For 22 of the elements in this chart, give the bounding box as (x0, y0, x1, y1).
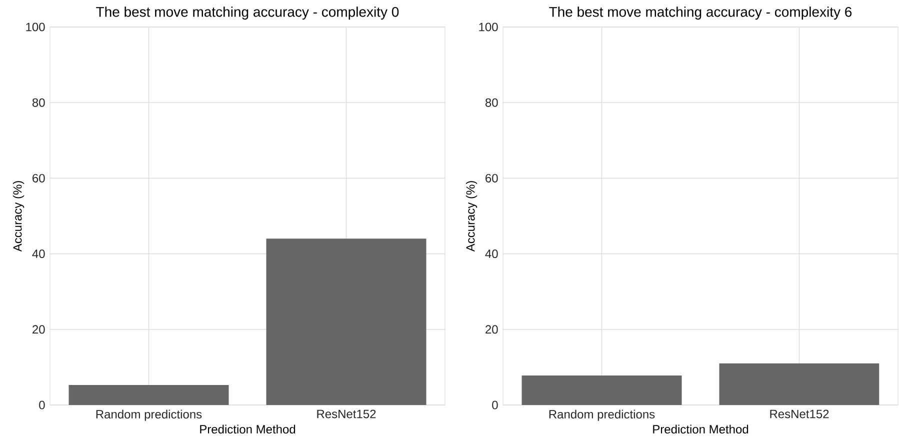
y-tick-label: 40 (485, 250, 498, 258)
x-tick-label: ResNet152 (317, 410, 376, 418)
y-tick-label: 60 (32, 174, 45, 182)
y-axis-title: Accuracy (%) (12, 181, 24, 252)
y-tick-label: 80 (485, 98, 498, 107)
y-axis-title: Accuracy (%) (466, 181, 478, 252)
x-tick-label: Random predictions (549, 410, 655, 421)
chart-title: The best move matching accuracy - complexity 6 (549, 6, 852, 20)
y-tick-label: 100 (26, 22, 45, 32)
y-tick-label: 0 (39, 400, 45, 410)
y-tick-label: 100 (479, 22, 498, 32)
y-tick-label: 0 (492, 400, 498, 410)
x-axis-title: Prediction Method (200, 424, 296, 434)
x-axis-title: Prediction Method (653, 424, 748, 434)
y-tick-label: 40 (32, 250, 45, 258)
y-tick-label: 80 (32, 98, 45, 107)
y-tick-label: 20 (32, 325, 45, 334)
x-tick-label: ResNet152 (770, 410, 829, 418)
y-tick-label: 20 (486, 325, 498, 334)
y-tick-label: 60 (486, 174, 498, 182)
x-tick-label: Random predictions (96, 410, 202, 421)
chart-title: The best move matching accuracy - complexity 0 (96, 6, 399, 20)
